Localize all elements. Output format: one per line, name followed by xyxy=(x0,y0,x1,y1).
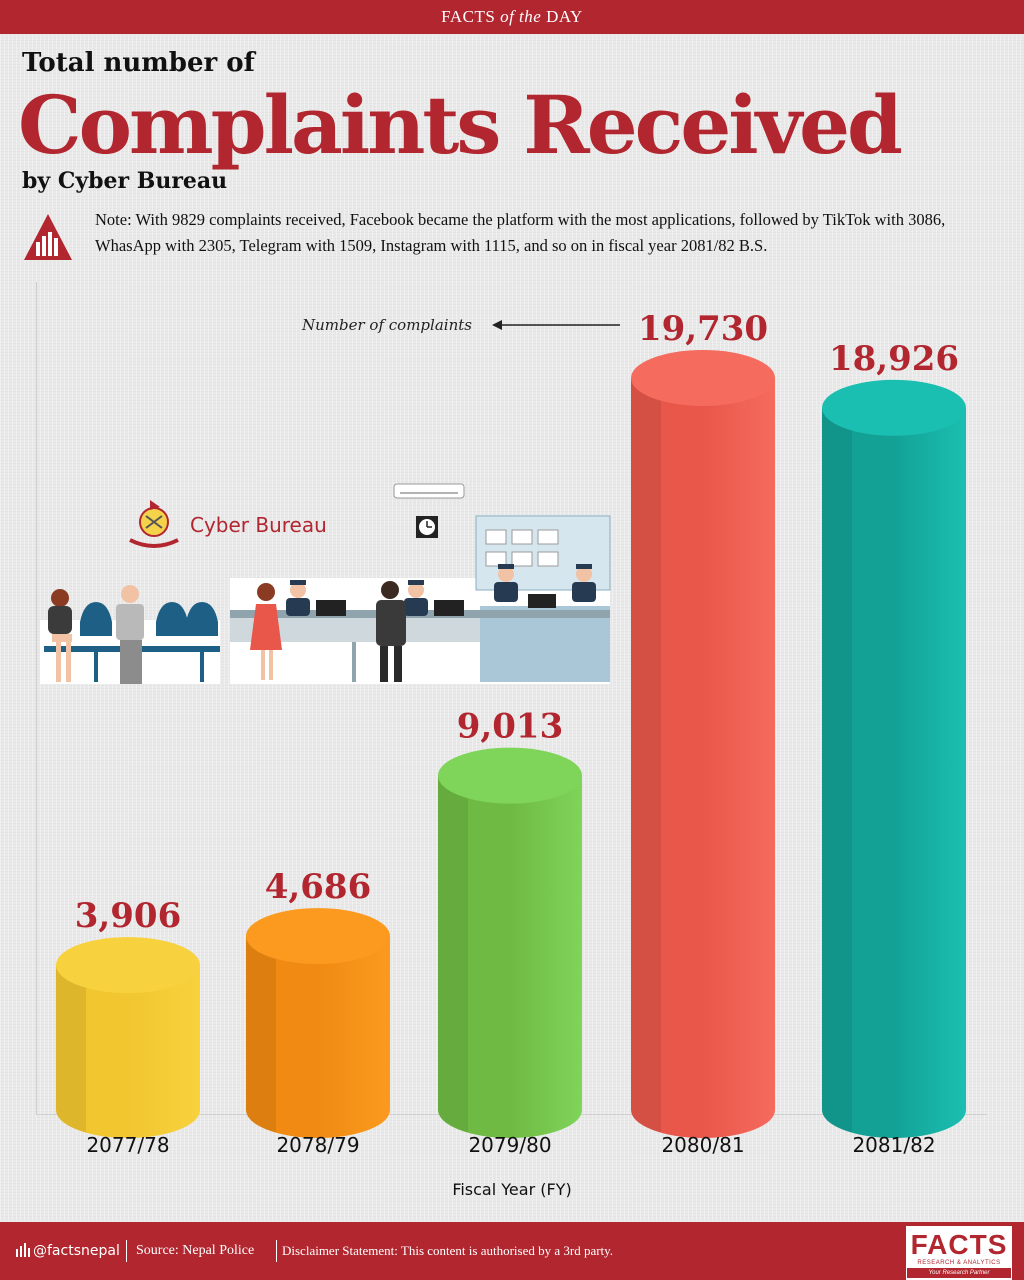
annotation-arrow-head xyxy=(492,320,502,330)
bar-chart: Cyber Bureau xyxy=(40,309,966,1157)
bar-top xyxy=(631,350,775,407)
x-tick-label: 2081/82 xyxy=(852,1133,935,1157)
x-tick-label: 2078/79 xyxy=(276,1133,359,1157)
logo-word: FACTS xyxy=(910,1229,1008,1260)
clock-icon xyxy=(416,516,438,538)
bar-value-label: 18,926 xyxy=(829,339,959,379)
bar-shade xyxy=(246,936,276,1133)
seated-man-icon xyxy=(116,585,144,684)
title-line1: Total number of xyxy=(22,48,255,78)
police-officer-icons xyxy=(286,564,596,616)
footer-divider xyxy=(276,1240,277,1262)
cyber-bureau-illustration: Cyber Bureau xyxy=(40,483,611,684)
bar-body xyxy=(822,407,966,1138)
bar-body xyxy=(246,936,390,1138)
x-tick-label: 2080/81 xyxy=(661,1133,744,1157)
bar-value-label: 4,686 xyxy=(265,867,371,907)
bars-layer: 3,906 2077/78 4,686 2078/79 9,013 2079/80 19,7… xyxy=(56,309,966,1157)
bar-top xyxy=(438,747,582,804)
top-banner: FACTS of the DAY xyxy=(0,0,1024,34)
logo-slogan: Your Research Partner xyxy=(907,1268,1011,1278)
footer-handle[interactable]: @factsnepal xyxy=(16,1243,120,1259)
bar-shade xyxy=(56,965,86,1133)
footer-source: Source: Nepal Police xyxy=(136,1243,255,1258)
bar-value-label: 19,730 xyxy=(638,309,768,349)
x-tick-label: 2077/78 xyxy=(86,1133,169,1157)
banner-prefix: FACTS xyxy=(441,7,501,26)
bar-top xyxy=(822,379,966,436)
footer-disclaimer: Disclaimer Statement: This content is au… xyxy=(282,1243,614,1258)
bar-chart-icon xyxy=(16,1243,30,1257)
illustration-label: Cyber Bureau xyxy=(190,513,327,537)
footer: @factsnepal Source: Nepal Police Disclai… xyxy=(0,1222,1024,1280)
chart-note-icon xyxy=(24,214,72,260)
standing-man-icon xyxy=(376,581,406,682)
x-axis-title: Fiscal Year (FY) xyxy=(452,1180,572,1199)
bar-shade xyxy=(822,407,852,1133)
bar-body xyxy=(631,378,775,1139)
x-tick-label: 2079/80 xyxy=(468,1133,551,1157)
note-text: Note: With 9829 complaints received, Fac… xyxy=(95,210,946,255)
annotation-text: Number of complaints xyxy=(301,316,472,334)
handle-text: @factsnepal xyxy=(33,1243,120,1259)
page-title: Complaints Received xyxy=(18,78,903,172)
bar-value-label: 3,906 xyxy=(75,896,181,936)
seated-woman-icon xyxy=(48,589,72,682)
bar-top xyxy=(56,937,200,994)
air-conditioner-icon xyxy=(393,483,465,499)
number-of-complaints-annotation: Number of complaints xyxy=(301,316,620,334)
bar-body xyxy=(438,775,582,1138)
bar-shade xyxy=(631,378,661,1133)
facts-logo: FACTS RESEARCH & ANALYTICS Your Research… xyxy=(906,1226,1012,1280)
standing-woman-icon xyxy=(250,583,282,680)
title-line3: by Cyber Bureau xyxy=(22,168,228,194)
logo-tagline: RESEARCH & ANALYTICS xyxy=(917,1260,1001,1266)
police-emblem-icon xyxy=(129,500,179,548)
banner-italic: of the xyxy=(500,7,542,26)
bar-body xyxy=(56,965,200,1138)
bar-value-label: 9,013 xyxy=(457,707,563,747)
banner-suffix: DAY xyxy=(541,7,583,26)
bar-shade xyxy=(438,775,468,1133)
bar-top xyxy=(246,908,390,965)
footer-divider xyxy=(126,1240,127,1262)
